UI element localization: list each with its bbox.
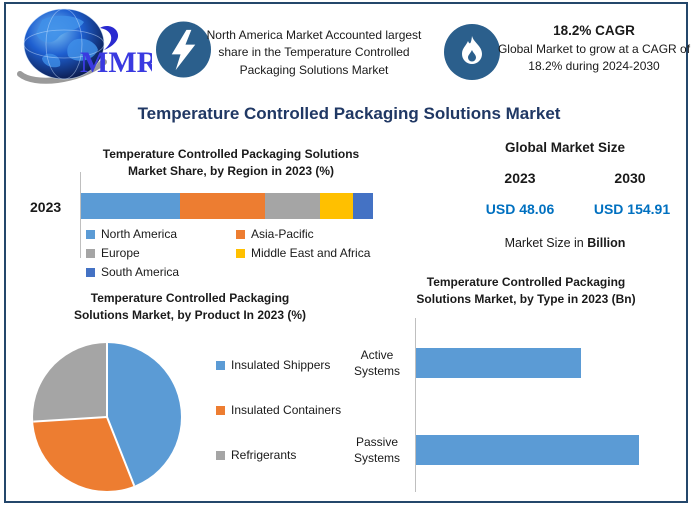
- legend-label: Insulated Shippers: [231, 358, 331, 372]
- page-title: Temperature Controlled Packaging Solutio…: [137, 104, 561, 123]
- market-size-title: Global Market Size: [504, 140, 626, 155]
- banner-cagr: 18.2% CAGR Global Market to grow at a CA…: [496, 22, 692, 74]
- market-size-note-prefix: Market Size in: [504, 236, 588, 250]
- legend-label: Middle East and Africa: [251, 246, 371, 260]
- legend-item-south-america: South America: [86, 265, 236, 279]
- market-size-year-2030: 2030: [614, 170, 646, 186]
- lightning-icon: [156, 21, 211, 78]
- pie-slice-separator: [33, 416, 108, 423]
- legend-swatch-south-america: [86, 267, 95, 277]
- region-chart-category-label: 2023: [30, 199, 62, 215]
- legend-label: Europe: [101, 246, 140, 260]
- region-legend: North America Asia-Pacific Europe Middle…: [86, 227, 392, 279]
- globe-logo-icon: MMR: [17, 8, 159, 84]
- product-legend: Insulated Shippers Insulated Containers …: [216, 358, 341, 462]
- legend-swatch-insulated-shippers: [216, 360, 225, 370]
- region-chart-axis: [80, 172, 81, 258]
- bar-segment-europe: [264, 193, 321, 219]
- legend-item-insulated-containers: Insulated Containers: [216, 403, 341, 417]
- flame-icon: [444, 24, 500, 80]
- legend-item-asia-pacific: Asia-Pacific: [236, 227, 392, 241]
- type-chart-axis: [415, 318, 416, 492]
- market-size-value-2023: USD 48.06: [485, 201, 555, 217]
- bar-segment-asia-pacific: [180, 193, 265, 219]
- legend-item-europe: Europe: [86, 246, 236, 260]
- legend-swatch-middle-east-africa: [236, 248, 245, 258]
- legend-item-north-america: North America: [86, 227, 236, 241]
- region-stacked-bar: [81, 193, 374, 219]
- market-size-note-unit: Billion: [587, 236, 626, 250]
- type-bar-active-systems: [416, 348, 582, 378]
- market-size-year-2023: 2023: [504, 170, 536, 186]
- legend-swatch-asia-pacific: [236, 229, 245, 239]
- product-chart-title: Temperature Controlled Packaging Solutio…: [73, 291, 307, 323]
- market-size-value-2030: USD 154.91: [593, 201, 671, 217]
- type-bar-track-active: [416, 348, 690, 378]
- pie-slice-separator: [106, 343, 108, 417]
- legend-label: South America: [101, 265, 180, 279]
- region-chart-title: Temperature Controlled Packaging Solutio…: [102, 147, 360, 179]
- legend-label: Insulated Containers: [231, 403, 342, 417]
- legend-swatch-insulated-containers: [216, 405, 225, 415]
- type-category-active-systems: Active Systems: [353, 348, 400, 379]
- bar-segment-north-america: [81, 193, 181, 219]
- legend-item-middle-east-africa: Middle East and Africa: [236, 246, 392, 260]
- market-size-note: Market Size in Billion: [440, 236, 690, 250]
- banner-north-america-text: North America Market Accounted largest s…: [206, 28, 422, 77]
- cagr-text: Global Market to grow at a CAGR of 18.2%…: [497, 41, 691, 73]
- type-bar-passive-systems: [416, 435, 640, 465]
- page-border: [4, 2, 688, 503]
- legend-label: Refrigerants: [231, 448, 297, 462]
- product-pie-chart: [33, 343, 181, 491]
- pie-slice-separator: [106, 416, 136, 487]
- logo-text: MMR: [80, 46, 152, 79]
- mmr-logo: MMR: [12, 6, 159, 92]
- type-bar-track-passive: [416, 435, 690, 465]
- legend-label: North America: [101, 227, 178, 241]
- bar-segment-middle-east-and-africa: [320, 193, 353, 219]
- legend-item-insulated-shippers: Insulated Shippers: [216, 358, 341, 372]
- legend-swatch-north-america: [86, 229, 95, 239]
- legend-swatch-europe: [86, 248, 95, 258]
- legend-swatch-refrigerants: [216, 450, 225, 460]
- legend-item-refrigerants: Refrigerants: [216, 448, 341, 462]
- cagr-title: 18.2% CAGR: [553, 23, 635, 38]
- legend-label: Asia-Pacific: [251, 227, 314, 241]
- type-chart-title: Temperature Controlled Packaging Solutio…: [416, 275, 636, 307]
- type-category-passive-systems: Passive Systems: [353, 435, 400, 466]
- bar-segment-south-america: [352, 193, 374, 219]
